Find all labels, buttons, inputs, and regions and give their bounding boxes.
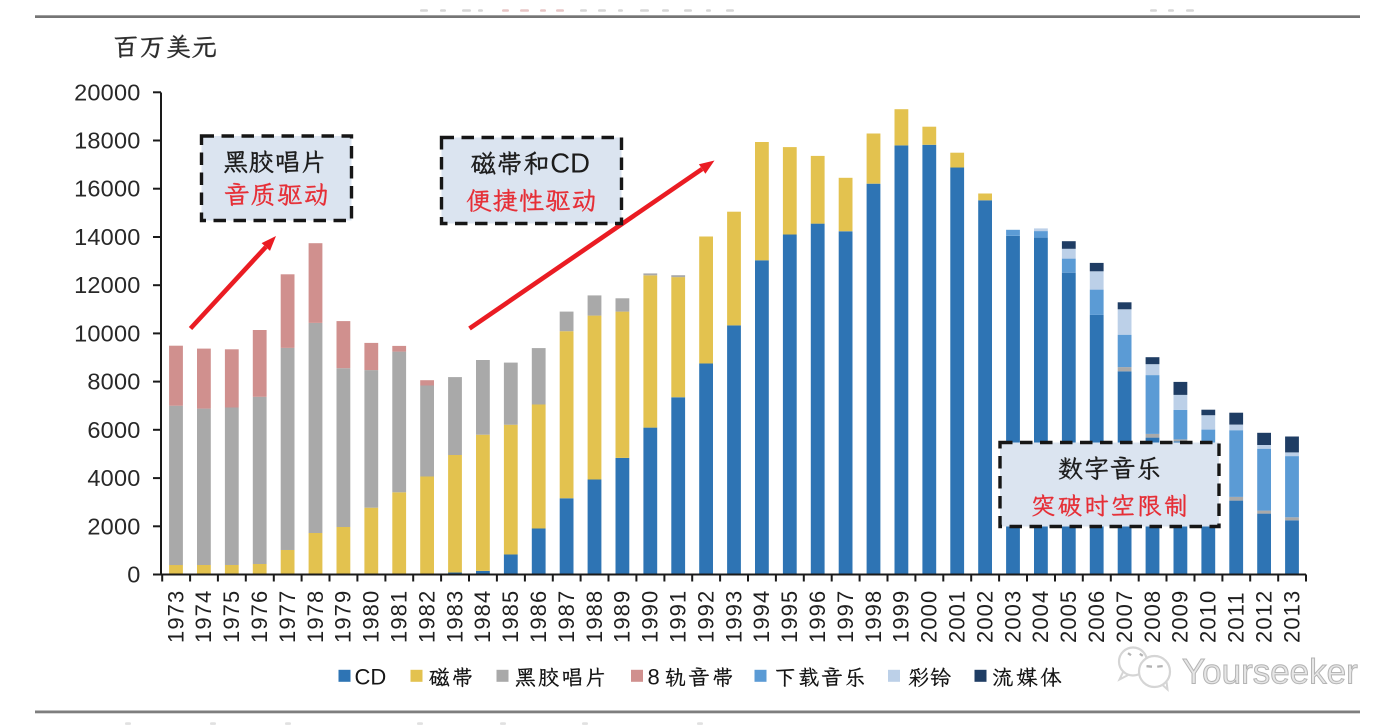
svg-text:2010: 2010 xyxy=(1196,590,1221,643)
svg-text:1988: 1988 xyxy=(582,590,607,643)
svg-text:2012: 2012 xyxy=(1251,590,1276,643)
svg-text:1982: 1982 xyxy=(414,590,439,643)
svg-text:1989: 1989 xyxy=(610,590,635,643)
svg-text:0: 0 xyxy=(127,562,140,588)
svg-text:10000: 10000 xyxy=(74,320,140,346)
svg-text:2004: 2004 xyxy=(1028,590,1053,643)
svg-text:8: 8 xyxy=(648,664,660,689)
svg-text:16000: 16000 xyxy=(74,176,140,202)
svg-text:1977: 1977 xyxy=(275,590,300,643)
svg-text:1998: 1998 xyxy=(861,590,886,643)
svg-text:1997: 1997 xyxy=(833,590,858,643)
svg-text:CD: CD xyxy=(550,148,590,179)
svg-text:1992: 1992 xyxy=(693,590,718,643)
svg-text:6000: 6000 xyxy=(87,417,140,443)
svg-text:1976: 1976 xyxy=(247,590,272,643)
svg-text:CD: CD xyxy=(355,664,387,689)
svg-text:Yourseeker: Yourseeker xyxy=(1182,653,1358,692)
svg-text:20000: 20000 xyxy=(74,79,140,105)
svg-text:1973: 1973 xyxy=(163,590,188,643)
svg-text:1996: 1996 xyxy=(805,590,830,643)
svg-text:1991: 1991 xyxy=(666,590,691,643)
svg-text:2000: 2000 xyxy=(87,513,140,539)
svg-text:2011: 2011 xyxy=(1224,591,1249,643)
svg-text:1975: 1975 xyxy=(219,590,244,643)
svg-text:2000: 2000 xyxy=(917,590,942,643)
svg-text:2007: 2007 xyxy=(1112,590,1137,643)
svg-text:1984: 1984 xyxy=(470,590,495,643)
svg-text:1995: 1995 xyxy=(777,590,802,643)
svg-text:1990: 1990 xyxy=(638,590,663,643)
svg-text:4000: 4000 xyxy=(87,465,140,491)
svg-text:1993: 1993 xyxy=(721,590,746,643)
svg-text:1986: 1986 xyxy=(526,590,551,643)
svg-text:1979: 1979 xyxy=(331,590,356,643)
svg-text:1987: 1987 xyxy=(554,590,579,643)
svg-text:14000: 14000 xyxy=(74,224,140,250)
svg-text:1981: 1981 xyxy=(387,590,412,643)
svg-text:2003: 2003 xyxy=(1000,590,1025,643)
svg-text:1978: 1978 xyxy=(303,590,328,643)
svg-text:1999: 1999 xyxy=(889,590,914,643)
svg-text:2001: 2001 xyxy=(945,590,970,643)
svg-text:1983: 1983 xyxy=(442,590,467,643)
svg-text:1980: 1980 xyxy=(359,590,384,643)
svg-text:8000: 8000 xyxy=(87,369,140,395)
svg-text:1994: 1994 xyxy=(749,590,774,643)
svg-text:1985: 1985 xyxy=(498,590,523,643)
svg-text:2009: 2009 xyxy=(1168,590,1193,643)
svg-text:2002: 2002 xyxy=(972,590,997,643)
svg-text:2006: 2006 xyxy=(1084,590,1109,643)
svg-text:2008: 2008 xyxy=(1140,590,1165,643)
svg-text:2005: 2005 xyxy=(1056,590,1081,643)
svg-text:2013: 2013 xyxy=(1279,590,1304,643)
svg-text:1974: 1974 xyxy=(191,590,216,643)
svg-text:12000: 12000 xyxy=(74,272,140,298)
svg-text:18000: 18000 xyxy=(74,128,140,154)
